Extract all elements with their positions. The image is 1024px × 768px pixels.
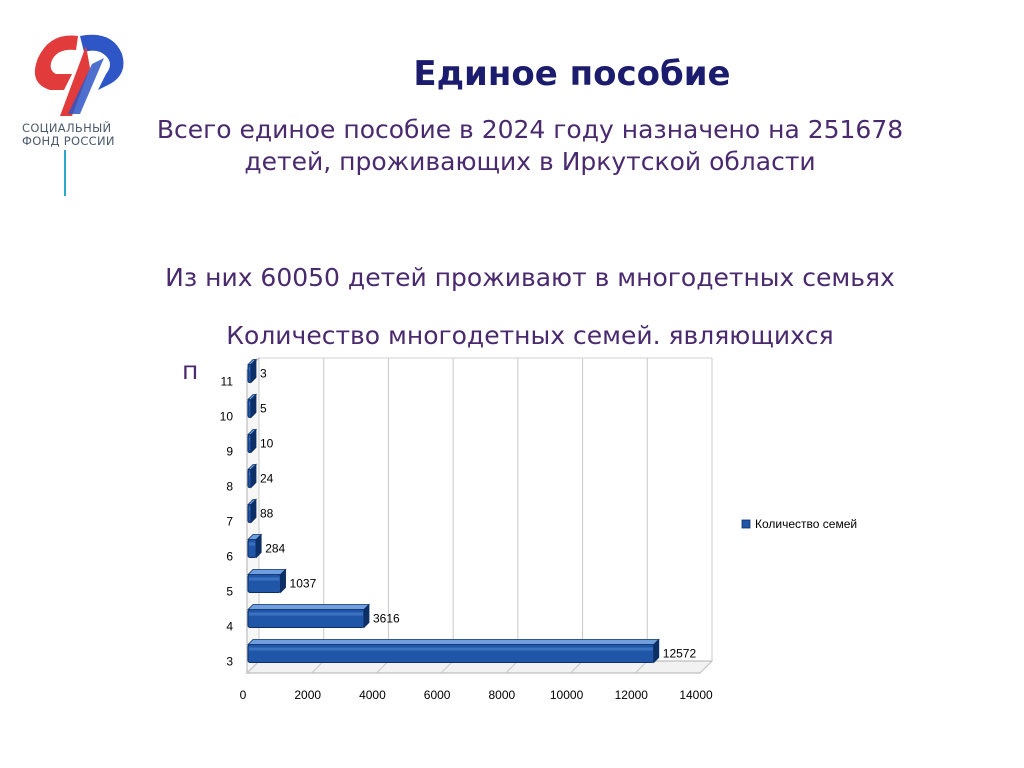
y-tick-label: 10 [220,410,234,424]
bar-end-5 [280,568,286,594]
bar-8 [247,469,252,488]
data-label: 10 [260,437,274,451]
logo-blue-shape [80,34,124,90]
data-label: 284 [265,542,285,556]
logo-text-line2: ФОНД РОССИИ [22,134,115,148]
data-label: 1037 [290,577,317,591]
bar-highlight-9 [249,437,250,441]
bar-5 [247,574,282,593]
subtitle-cut-letter: п [182,356,199,385]
bar-9 [247,434,252,453]
bar-highlight-4 [249,612,364,616]
y-tick-label: 5 [226,585,233,599]
subtitle-total-line1: Всего единое пособие в 2024 году назначе… [156,115,904,144]
data-label: 3 [260,367,267,381]
x-tick-label: 2000 [294,688,321,702]
logo-red-stroke [60,46,90,116]
y-tick-label: 4 [226,620,233,634]
data-label: 5 [260,402,267,416]
logo-text: СОЦИАЛЬНЫЙ ФОНД РОССИИ [22,122,115,148]
bar-top-3 [247,639,660,645]
bar-3 [247,644,655,663]
y-tick-label: 6 [226,550,233,564]
bar-7 [247,504,252,523]
bar-10 [247,399,252,418]
data-label: 12572 [663,647,697,661]
bar-end-10 [250,393,257,419]
y-tick-label: 3 [226,655,233,669]
legend-swatch [741,519,751,529]
sfr-logo [34,34,124,116]
bar-end-9 [250,428,257,454]
x-tick-label: 0 [240,688,247,702]
bar-end-7 [250,498,257,524]
logo-red-shape [34,35,78,90]
x-tick-label: 12000 [615,688,649,702]
bar-top-5 [247,569,287,575]
logo-text-line1: СОЦИАЛЬНЫЙ [22,121,112,135]
x-tick-label: 6000 [424,688,451,702]
bar-highlight-3 [249,647,653,651]
bar-highlight-11 [249,367,250,371]
subtitle-large-families: Из них 60050 детей проживают в многодетн… [165,263,895,292]
bar-highlight-10 [249,402,250,406]
subtitle-total: Всего единое пособие в 2024 году назначе… [100,114,960,178]
data-label: 88 [260,507,274,521]
logo-divider-line [64,150,66,196]
x-tick-label: 14000 [679,688,713,702]
bar-end-11 [250,358,257,384]
bar-top-4 [247,604,370,610]
page-title: Единое пособие [413,54,731,94]
y-tick-label: 11 [221,375,234,389]
y-tick-label: 7 [226,515,233,529]
bar-highlight-5 [249,577,280,581]
bar-end-6 [255,533,262,559]
bar-highlight-6 [249,542,256,546]
bar-highlight-7 [249,507,250,511]
logo-blue-stroke [68,58,104,114]
bar-6 [247,539,257,558]
legend-label: Количество семей [755,517,857,531]
bar-end-4 [363,603,370,629]
y-tick-label: 9 [226,445,233,459]
subtitle-chart-heading: Количество многодетных семей. являющихся [226,321,834,350]
x-tick-label: 4000 [359,688,386,702]
y-tick-label: 8 [226,480,233,494]
bar-end-8 [250,463,257,489]
subtitle-total-line2: детей, проживающих в Иркутской области [244,147,816,176]
gridline-floor [699,660,713,674]
bar-11 [247,364,252,383]
data-label: 24 [260,472,274,486]
bar-end-3 [653,638,660,664]
bar-4 [247,609,365,628]
data-label: 3616 [373,612,400,626]
x-tick-label: 8000 [489,688,516,702]
bar-highlight-8 [249,472,250,476]
x-tick-label: 10000 [550,688,584,702]
